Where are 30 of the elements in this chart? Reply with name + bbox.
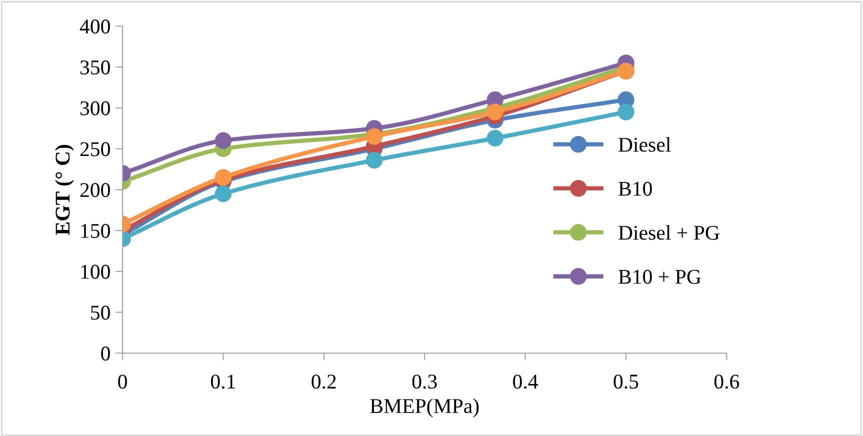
legend-label: B10 + PG: [618, 270, 701, 284]
point: [214, 169, 232, 186]
x-tick-label: 0.6: [714, 374, 740, 389]
x-tick-label: 0.5: [614, 374, 638, 389]
x-tick-label: 0.3: [412, 374, 437, 389]
y-tick-label: 150: [81, 224, 110, 238]
point: [366, 152, 383, 169]
x-axis-title: BMEP(MPa): [370, 398, 479, 418]
point: [618, 104, 634, 120]
point: [486, 104, 504, 120]
x-tick-label: 0.4: [513, 374, 538, 389]
y-tick-label: 200: [80, 183, 110, 198]
x-tick-label: 0.2: [312, 374, 336, 389]
y-tick-label: 50: [91, 306, 110, 320]
legend-label: Diesel: [618, 137, 671, 152]
point: [486, 130, 504, 146]
y-tick-label: 0: [101, 346, 110, 361]
y-tick-label: 250: [80, 142, 110, 156]
y-tick-label: 350: [80, 60, 110, 74]
x-tick-label: 0.1: [211, 374, 235, 389]
point: [366, 128, 383, 145]
y-axis-title: EGT (° C): [55, 144, 74, 235]
y-tick-label: 400: [80, 20, 110, 34]
point: [214, 132, 232, 149]
legend-label: Diesel + PG: [618, 225, 720, 240]
y-tick-label: 100: [81, 264, 110, 279]
legend-label: B10: [618, 182, 652, 196]
point: [214, 185, 232, 202]
y-tick-label: 300: [80, 101, 110, 116]
x-tick-label: 0: [118, 374, 127, 389]
